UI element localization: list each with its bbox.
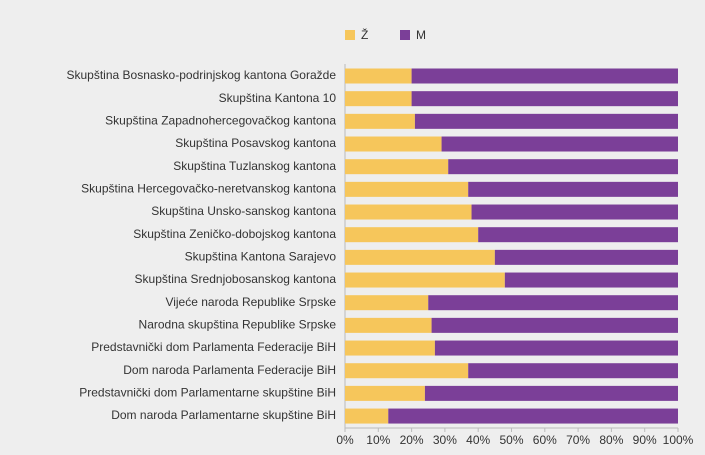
bar-segment xyxy=(471,204,678,220)
bar-segment xyxy=(345,181,469,197)
bar-segment xyxy=(428,295,678,311)
bar-segment xyxy=(468,363,678,379)
bar-segment xyxy=(345,159,449,175)
y-tick-label: Skupština Hercegovačko-neretvanskog kant… xyxy=(81,182,336,196)
x-tick-label: 60% xyxy=(533,433,557,447)
bar-segment xyxy=(345,227,479,243)
bar-segment xyxy=(345,136,442,152)
legend-label: Ž xyxy=(361,27,368,42)
bar-segment xyxy=(345,91,412,107)
bar-segment xyxy=(411,68,678,84)
x-tick-label: 70% xyxy=(566,433,590,447)
y-tick-label: Narodna skupština Republike Srpske xyxy=(139,318,337,332)
legend-swatch xyxy=(400,30,410,40)
y-tick-label: Skupština Kantona 10 xyxy=(219,91,337,105)
y-tick-label: Skupština Bosnasko-podrinjskog kantona G… xyxy=(67,68,337,82)
x-tick-label: 40% xyxy=(466,433,490,447)
x-tick-label: 80% xyxy=(599,433,623,447)
x-tick-label: 10% xyxy=(366,433,390,447)
y-tick-label: Skupština Unsko-sanskog kantona xyxy=(151,204,336,218)
bar-segment xyxy=(424,385,678,401)
bar-segment xyxy=(494,249,678,265)
bar-segment xyxy=(478,227,678,243)
y-tick-label: Skupština Zapadnohercegovačkog kantona xyxy=(105,114,336,128)
bar-segment xyxy=(345,272,505,288)
x-tick-label: 50% xyxy=(499,433,523,447)
bar-segment xyxy=(434,340,678,356)
bar-segment xyxy=(504,272,678,288)
y-tick-label: Predstavnički dom Parlamenta Federacije … xyxy=(91,340,336,354)
bar-segment xyxy=(448,159,678,175)
x-tick-label: 0% xyxy=(336,433,354,447)
legend-swatch xyxy=(345,30,355,40)
bar-segment xyxy=(345,317,432,333)
y-tick-label: Skupština Kantona Sarajevo xyxy=(185,250,337,264)
bar-segment xyxy=(345,408,389,424)
x-tick-label: 30% xyxy=(433,433,457,447)
y-tick-label: Dom naroda Parlamentarne skupštine BiH xyxy=(111,408,336,422)
y-tick-label: Dom naroda Parlamenta Federacije BiH xyxy=(123,363,336,377)
bar-segment xyxy=(345,68,412,84)
y-tick-label: Skupština Srednjobosanskog kantona xyxy=(135,272,337,286)
bar-segment xyxy=(388,408,678,424)
y-tick-label: Skupština Zeničko-dobojskog kantona xyxy=(133,227,336,241)
bar-segment xyxy=(468,181,678,197)
y-tick-label: Skupština Posavskog kantona xyxy=(175,136,336,150)
bar-segment xyxy=(345,295,429,311)
bar-segment xyxy=(431,317,678,333)
x-tick-label: 100% xyxy=(663,433,694,447)
bar-segment xyxy=(411,91,678,107)
bar-segment xyxy=(345,363,469,379)
y-tick-label: Skupština Tuzlanskog kantona xyxy=(173,159,336,173)
y-tick-label: Predstavnički dom Parlamentarne skupštin… xyxy=(79,386,336,400)
bar-segment xyxy=(345,340,435,356)
x-tick-label: 90% xyxy=(633,433,657,447)
bar-segment xyxy=(345,249,495,265)
bar-segment xyxy=(414,113,678,129)
bar-segment xyxy=(345,204,472,220)
x-tick-label: 20% xyxy=(400,433,424,447)
bar-segment xyxy=(345,113,415,129)
y-tick-label: Vijeće naroda Republike Srpske xyxy=(165,295,336,309)
legend-label: M xyxy=(416,28,426,42)
bar-segment xyxy=(345,385,425,401)
bar-segment xyxy=(441,136,678,152)
